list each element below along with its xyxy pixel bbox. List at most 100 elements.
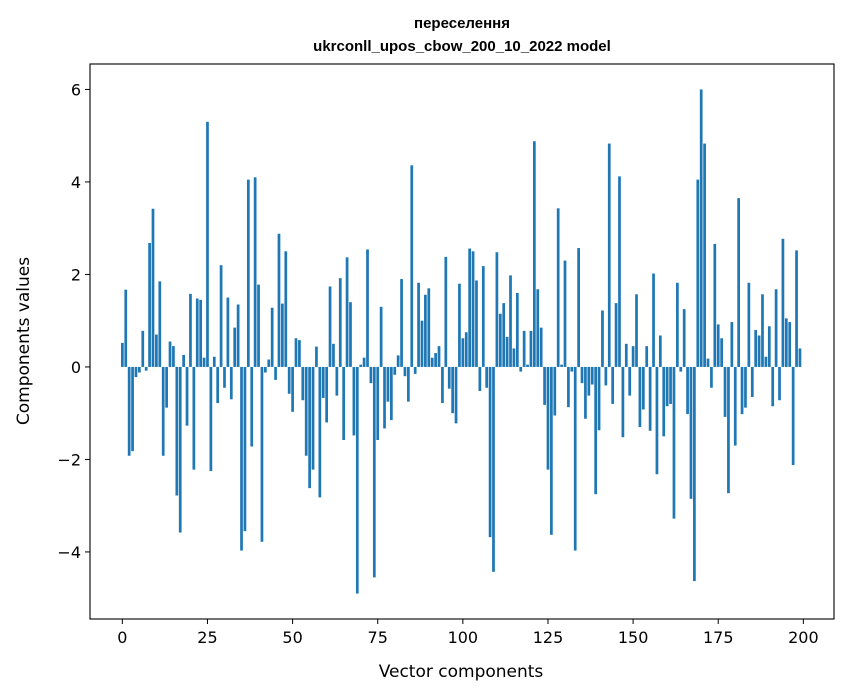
bar — [298, 340, 301, 367]
bar — [301, 366, 305, 401]
bar — [407, 366, 410, 402]
bar — [182, 354, 185, 367]
bar — [495, 252, 499, 367]
bar — [325, 366, 329, 423]
bar — [703, 143, 706, 367]
bar — [369, 366, 373, 384]
bar — [216, 366, 220, 404]
bar — [512, 348, 516, 367]
bar — [315, 346, 318, 367]
bar — [693, 366, 696, 582]
bar — [243, 366, 247, 532]
bar — [260, 366, 264, 542]
bar — [141, 330, 145, 367]
bar — [481, 266, 485, 367]
bar — [567, 366, 570, 408]
bar — [471, 251, 475, 367]
x-tick-label: 125 — [533, 628, 564, 647]
bar — [468, 248, 472, 367]
bar — [151, 208, 155, 367]
bar — [795, 250, 798, 367]
bar — [311, 366, 315, 470]
bar — [488, 366, 492, 538]
bar — [509, 275, 512, 367]
bar — [631, 346, 635, 367]
x-tick-label: 100 — [448, 628, 479, 647]
bar — [543, 366, 546, 405]
bar — [699, 89, 703, 367]
bar — [597, 366, 601, 431]
bar — [206, 121, 209, 367]
bar — [710, 366, 713, 388]
bar — [120, 342, 124, 367]
bar — [454, 366, 458, 424]
bar — [441, 366, 444, 404]
bar — [727, 366, 730, 494]
bar — [223, 366, 226, 388]
bar — [400, 279, 403, 367]
bar — [281, 303, 284, 367]
bar — [413, 366, 417, 374]
bar — [352, 366, 356, 436]
bar — [253, 177, 257, 367]
bar — [716, 324, 720, 367]
bar — [284, 251, 288, 367]
bar — [372, 366, 376, 578]
bar — [328, 286, 332, 367]
bar — [713, 243, 717, 367]
y-tick-label: −2 — [57, 450, 81, 469]
bar — [665, 366, 669, 407]
bar — [478, 366, 482, 391]
bar — [246, 179, 250, 367]
bar — [277, 233, 281, 367]
bar — [733, 366, 737, 446]
bar — [199, 299, 203, 367]
bar — [737, 198, 741, 367]
bar — [526, 364, 529, 367]
bar — [195, 298, 199, 367]
bar — [359, 364, 363, 367]
bar — [635, 294, 638, 367]
y-tick-label: −4 — [57, 543, 81, 562]
bar — [750, 366, 754, 397]
bar — [618, 176, 621, 367]
x-axis-label: Vector components — [379, 662, 544, 682]
bar — [172, 346, 175, 367]
bar — [185, 366, 189, 426]
bar — [546, 366, 550, 470]
y-axis-label: Components values — [14, 257, 34, 425]
bar — [270, 307, 274, 367]
bar — [366, 249, 369, 367]
bar — [134, 366, 138, 378]
bar — [420, 320, 424, 367]
bar — [209, 366, 213, 471]
bar — [740, 366, 744, 415]
bar — [774, 289, 778, 367]
bar — [226, 297, 230, 367]
bar — [294, 338, 298, 367]
bar — [444, 256, 448, 367]
bar — [434, 353, 437, 367]
y-tick-label: 2 — [71, 265, 81, 284]
bar — [304, 366, 308, 456]
bar — [771, 366, 775, 407]
bar — [131, 366, 134, 452]
bar — [376, 366, 380, 441]
bar — [590, 366, 594, 385]
bar — [498, 313, 502, 367]
bar — [335, 366, 339, 396]
bar — [291, 366, 294, 412]
bar — [202, 357, 206, 367]
bar — [505, 336, 509, 367]
bar — [386, 366, 390, 402]
bar — [672, 366, 676, 519]
bar — [355, 366, 359, 594]
bar — [539, 327, 543, 367]
bar — [553, 366, 557, 416]
bar — [396, 355, 400, 367]
bar — [155, 334, 158, 367]
bar — [676, 282, 679, 367]
bar — [761, 294, 764, 367]
x-tick-label: 50 — [282, 628, 302, 647]
bar — [587, 366, 591, 396]
